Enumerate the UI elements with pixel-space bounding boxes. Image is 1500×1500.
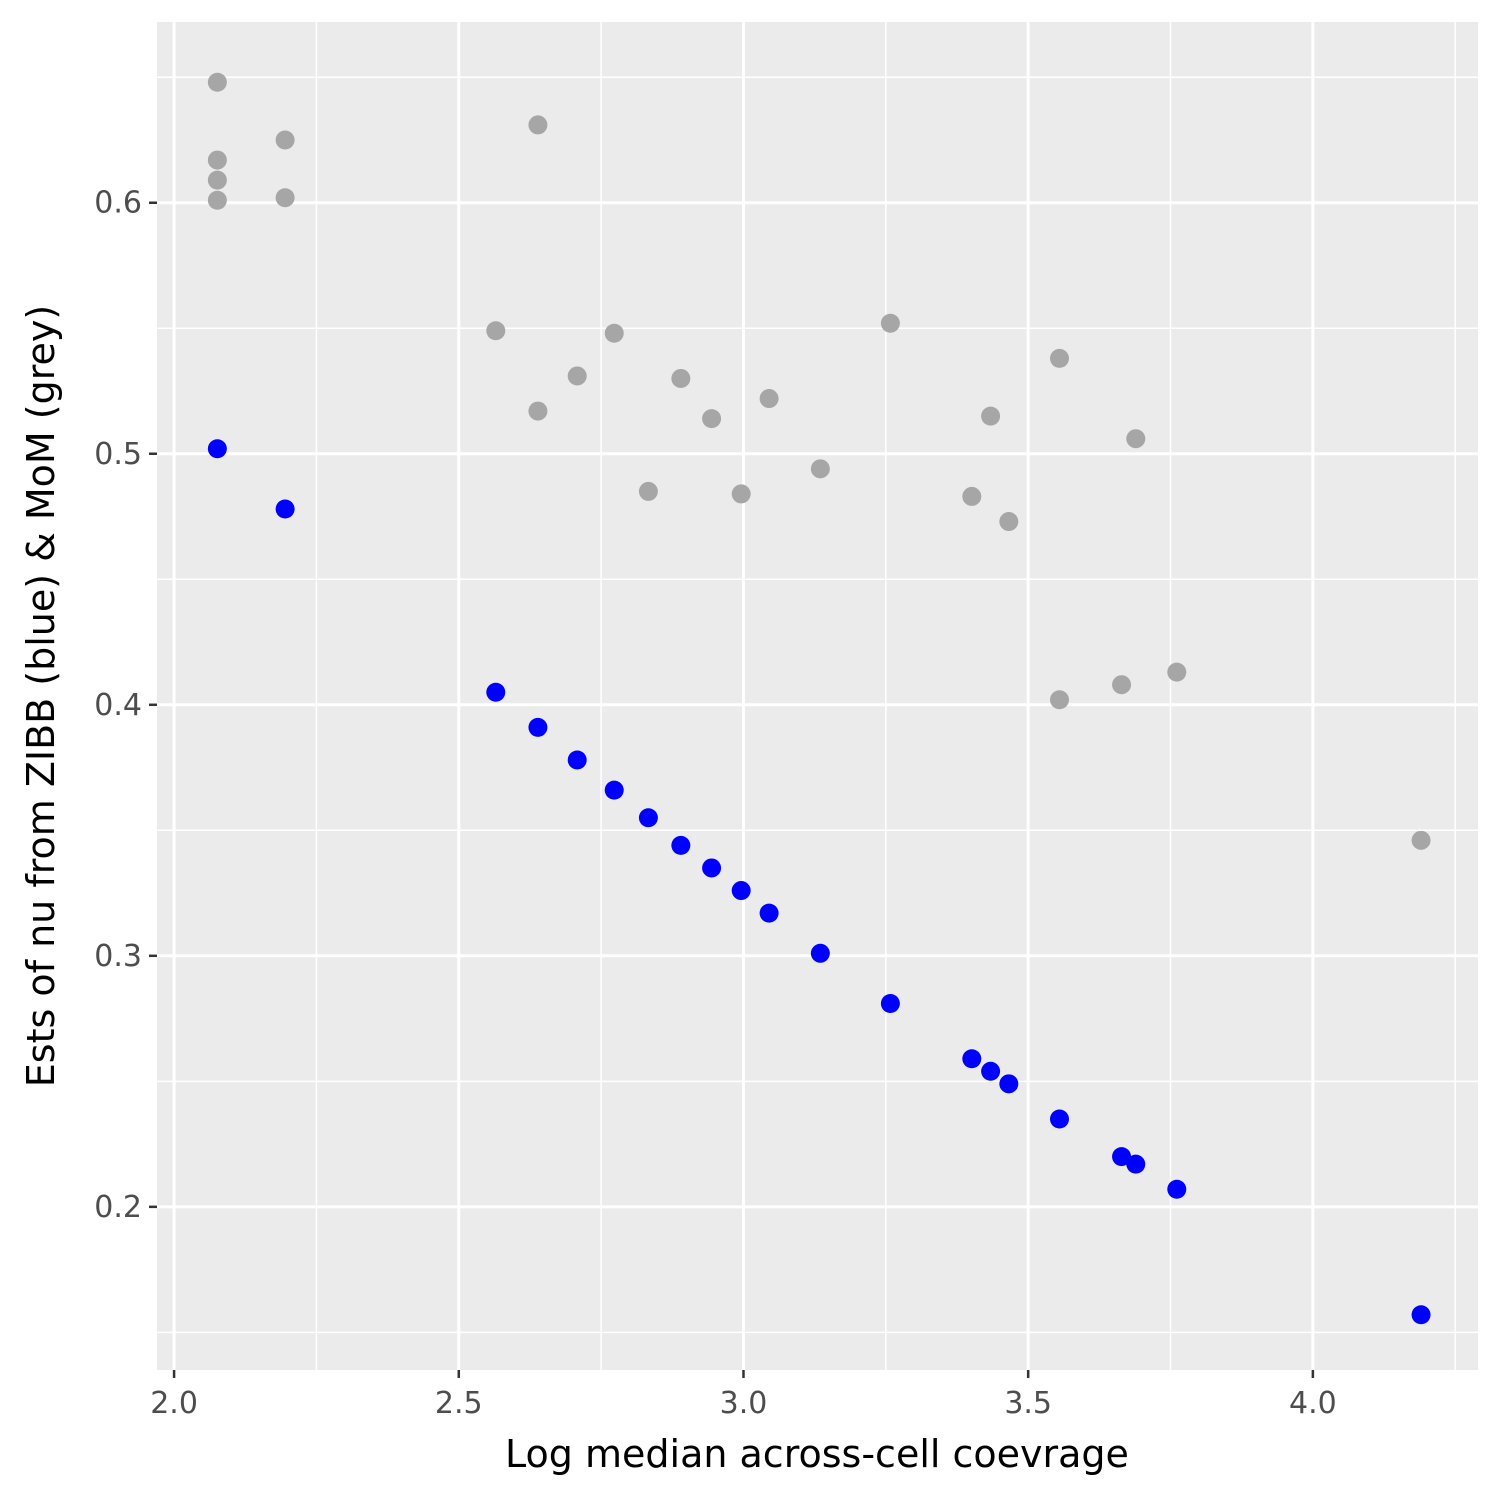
minor-grid [157,22,1478,1370]
y-tick-label: 0.2 [94,1190,142,1225]
mom-point [1049,690,1069,710]
x-tick-label: 2.5 [435,1386,483,1421]
mom-point [671,368,691,388]
zibb-point [207,439,227,459]
x-tick-label: 3.5 [1004,1386,1052,1421]
mom-point [1411,830,1431,850]
x-tick-label: 2.0 [150,1386,198,1421]
zibb-point [671,835,691,855]
mom-point [528,115,548,135]
mom-point [1126,429,1146,449]
mom-point [604,323,624,343]
mom-point [759,389,779,409]
mom-point [275,188,295,208]
zibb-point [880,994,900,1014]
mom-point [486,321,506,341]
zibb-point [1126,1154,1146,1174]
zibb-point [1411,1305,1431,1325]
mom-point [962,486,982,506]
y-tick-label: 0.6 [94,186,142,221]
y-tick-label: 0.4 [94,688,142,723]
zibb-point [567,750,587,770]
mom-point [731,484,751,504]
mom-point [981,406,1001,426]
mom-point [999,512,1019,532]
mom-point [1112,675,1132,695]
mom-point [207,170,227,190]
x-axis-title: Log median across-cell coevrage [505,1432,1129,1476]
data-points [207,72,1431,1325]
x-tick-label: 4.0 [1289,1386,1337,1421]
zibb-point [759,903,779,923]
zibb-point [731,881,751,901]
mom-point [702,409,722,429]
zibb-point [638,808,658,828]
mom-point [880,313,900,333]
y-axis-title: Ests of nu from ZIBB (blue) & MoM (grey) [19,305,63,1087]
y-tick-label: 0.5 [94,437,142,472]
zibb-point [981,1061,1001,1081]
mom-point [207,72,227,92]
mom-point [1049,348,1069,368]
zibb-point [810,943,830,963]
zibb-point [486,682,506,702]
zibb-point [604,780,624,800]
y-tick-label: 0.3 [94,939,142,974]
zibb-point [1049,1109,1069,1129]
zibb-point [528,717,548,737]
plot-panel [157,22,1478,1370]
zibb-point [702,858,722,878]
mom-point [638,481,658,501]
mom-point [1167,662,1187,682]
zibb-point [1112,1147,1132,1167]
mom-point [275,130,295,150]
mom-point [207,190,227,210]
axes: 2.0 2.5 3.0 3.5 4.0 0.2 0.3 0.4 0.5 0.6 [94,186,1336,1421]
zibb-point [999,1074,1019,1094]
mom-point [207,150,227,170]
zibb-point [962,1049,982,1069]
mom-point [567,366,587,386]
zibb-point [275,499,295,519]
zibb-point [1167,1179,1187,1199]
mom-point [528,401,548,421]
x-tick-label: 3.0 [720,1386,768,1421]
mom-point [810,459,830,479]
